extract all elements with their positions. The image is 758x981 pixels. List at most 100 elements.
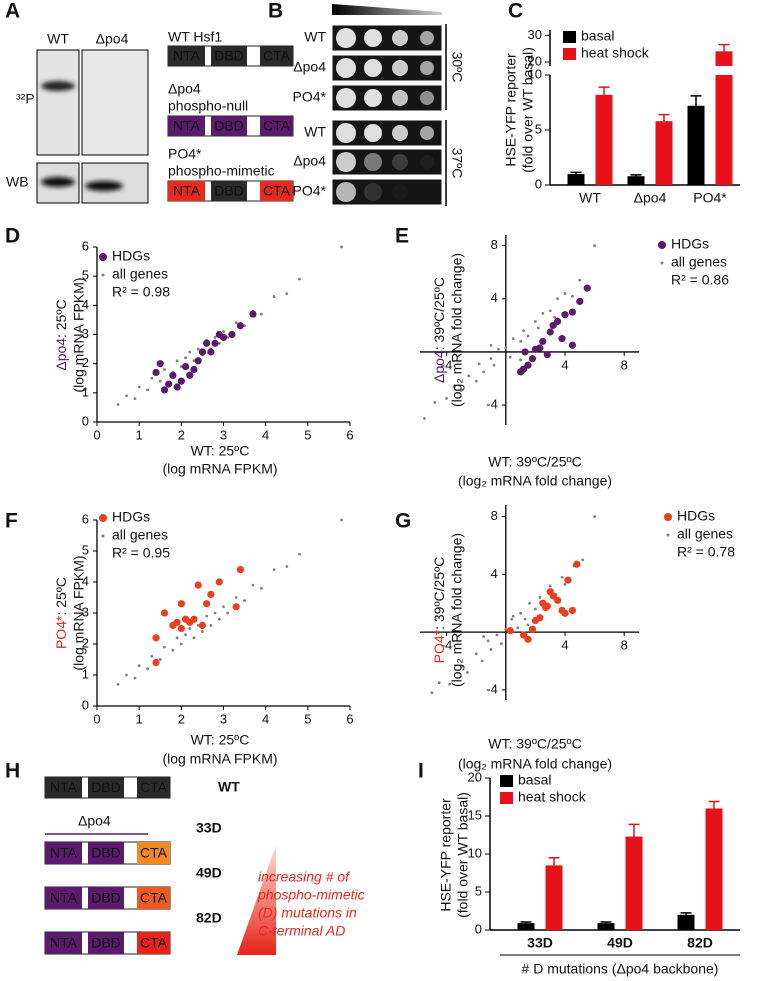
hdg-point bbox=[519, 631, 528, 639]
y-axis-label: PO4*: 25ºC bbox=[53, 577, 69, 649]
gene-point bbox=[205, 614, 209, 618]
gene-point bbox=[201, 630, 204, 633]
gene-point bbox=[467, 374, 471, 378]
y-tick-label: -4 bbox=[486, 397, 498, 412]
error-bar bbox=[598, 86, 610, 95]
hdg-point bbox=[165, 380, 173, 388]
bar bbox=[705, 808, 723, 930]
lane-label: Δpo4 bbox=[96, 31, 129, 47]
panel-label: C bbox=[508, 0, 523, 23]
colony-spot bbox=[336, 152, 356, 172]
annotation: R² = 0.78 bbox=[677, 544, 735, 560]
x-tick-label: 0 bbox=[93, 711, 100, 726]
hdg-point bbox=[249, 310, 257, 318]
gene-point bbox=[522, 329, 525, 333]
gene-point bbox=[593, 515, 597, 518]
legend-label: HDGs bbox=[112, 509, 150, 525]
domain bbox=[260, 46, 293, 66]
gene-point bbox=[272, 295, 276, 298]
x-axis-label: WT: 39ºC/25ºC bbox=[488, 454, 581, 470]
y-tick-label: 3 bbox=[82, 326, 89, 341]
x-tick-label: 5 bbox=[304, 711, 311, 726]
colony-spot bbox=[336, 182, 356, 202]
hdg-point bbox=[207, 590, 215, 599]
construct-label: WT bbox=[218, 779, 240, 795]
bar bbox=[545, 865, 563, 930]
domain-label: DBD bbox=[91, 779, 121, 795]
gene-point bbox=[448, 682, 451, 686]
y-axis-label: PO4*: 39ºC/25ºC bbox=[431, 557, 447, 664]
x-tick-label: 6 bbox=[346, 427, 353, 442]
domain-label: CTA bbox=[263, 48, 291, 64]
gene-point bbox=[508, 355, 512, 359]
hdg-point bbox=[194, 581, 202, 589]
gene-point bbox=[137, 664, 141, 668]
bar bbox=[687, 105, 705, 185]
hdg-point bbox=[203, 339, 211, 347]
legend-label: all genes bbox=[677, 526, 733, 542]
y-tick-label: 4 bbox=[491, 566, 498, 581]
gene-point bbox=[511, 337, 515, 341]
y-tick-label: 5 bbox=[535, 121, 542, 136]
gene-point bbox=[516, 626, 520, 630]
panel-label: F bbox=[5, 510, 18, 533]
y-tick-label: 6 bbox=[82, 511, 89, 526]
gene-point bbox=[437, 681, 441, 685]
domain bbox=[137, 932, 170, 954]
x-axis-label: (log₂ mRNA fold change) bbox=[458, 756, 612, 772]
annotation: R² = 0.98 bbox=[112, 284, 170, 300]
domain-label: NTA bbox=[173, 118, 201, 134]
error-bar bbox=[548, 857, 560, 866]
x-tick-label: WT bbox=[579, 190, 601, 206]
gene-point bbox=[150, 376, 154, 380]
gene-point bbox=[519, 339, 523, 343]
gene-point bbox=[272, 568, 276, 571]
y-tick-label: 10 bbox=[468, 845, 482, 860]
hdg-point bbox=[546, 328, 554, 336]
gene-point bbox=[486, 639, 490, 643]
hdg-point bbox=[173, 618, 181, 626]
panel-label: B bbox=[268, 0, 283, 23]
hdg-point bbox=[160, 386, 169, 394]
hdg-point bbox=[211, 339, 219, 347]
strain-label: WT bbox=[304, 124, 326, 140]
annotation: R² = 0.95 bbox=[112, 545, 170, 561]
gene-point bbox=[158, 379, 162, 383]
hdg-point bbox=[524, 635, 532, 643]
gene-point bbox=[482, 635, 486, 638]
hdg-point bbox=[583, 284, 591, 292]
gene-point bbox=[226, 611, 230, 615]
x-tick-label: 49D bbox=[607, 935, 633, 951]
hdg-point bbox=[152, 368, 160, 377]
y-axis-label: Δpo4: 25ºC bbox=[53, 299, 69, 370]
hdg-point bbox=[173, 383, 181, 391]
y-tick-label: 20 bbox=[528, 53, 542, 68]
blot-label: WB bbox=[6, 174, 29, 190]
variant-label: 82D bbox=[196, 910, 222, 926]
gene-point bbox=[523, 617, 527, 621]
domain-label: CTA bbox=[140, 890, 168, 906]
y-tick-label: 4 bbox=[491, 290, 498, 305]
hdg-point bbox=[521, 348, 529, 356]
y-axis-label: (fold over WT basal) bbox=[455, 792, 471, 918]
y-tick-label: 6 bbox=[82, 238, 89, 253]
x-tick-label: PO4* bbox=[693, 190, 727, 206]
domain-label: CTA bbox=[140, 935, 168, 951]
hdg-point bbox=[194, 357, 202, 365]
strain-label: Δpo4 bbox=[293, 59, 326, 75]
gene-point bbox=[234, 596, 238, 599]
strain-label: Δpo4 bbox=[293, 153, 326, 169]
domain-label: DBD bbox=[214, 183, 244, 199]
y-axis-label-condition: : 39ºC/25ºC bbox=[431, 557, 447, 630]
legend-marker bbox=[666, 533, 670, 537]
hdg-point bbox=[568, 308, 577, 316]
colony-spot bbox=[392, 90, 408, 106]
hdg-point bbox=[156, 360, 164, 368]
domain-label: NTA bbox=[50, 845, 78, 861]
colony-spot bbox=[392, 154, 408, 170]
legend-label: basal bbox=[581, 28, 614, 44]
annotation: R² = 0.86 bbox=[671, 272, 729, 288]
y-tick-label: 10 bbox=[528, 66, 542, 81]
y-tick-label: 20 bbox=[468, 769, 482, 784]
hdg-point bbox=[219, 333, 228, 342]
